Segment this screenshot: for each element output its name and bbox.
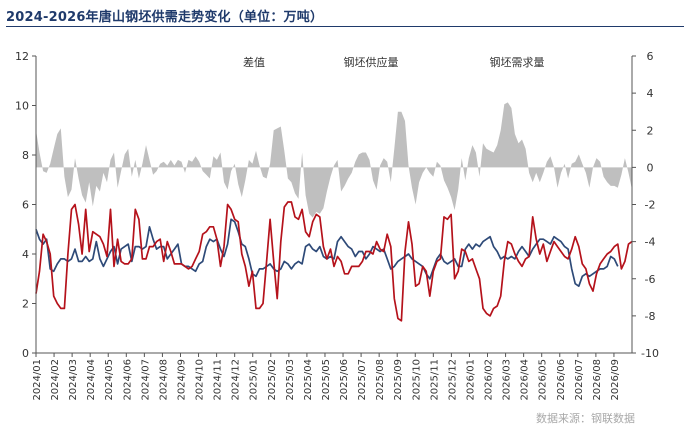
x-tick-label: 2026/01 <box>465 359 476 401</box>
x-tick-label: 2025/04 <box>303 359 314 401</box>
x-tick-label: 2026/09 <box>610 359 621 401</box>
x-tick-label: 2024/04 <box>86 359 97 401</box>
right-tick-label: 0 <box>647 161 654 174</box>
x-axis: 2024/01 2024/02 2024/03 2024/04 2024/05 2024/… <box>32 353 621 401</box>
demand-line-series <box>35 201 633 322</box>
x-tick-label: 2025/08 <box>375 359 386 401</box>
right-tick-label: -2 <box>645 199 656 212</box>
x-tick-label: 2024/02 <box>50 359 61 401</box>
difference-area-series <box>36 102 632 218</box>
x-tick-label: 2025/10 <box>411 359 422 401</box>
axes <box>35 56 633 354</box>
x-tick-label: 2026/08 <box>592 359 603 401</box>
x-tick-label: 2024/05 <box>104 359 115 401</box>
x-tick-label: 2026/06 <box>556 359 567 401</box>
legend-label: 钢坯需求量 <box>490 56 545 69</box>
x-tick-label: 2025/06 <box>339 359 350 401</box>
left-tick-label: 4 <box>22 248 29 261</box>
x-tick-label: 2025/07 <box>357 359 368 401</box>
x-tick-label: 2025/11 <box>429 359 440 401</box>
left-tick-label: 12 <box>15 50 29 63</box>
left-tick-label: 2 <box>22 298 29 311</box>
right-tick-label: -6 <box>645 273 656 286</box>
x-tick-label: 2026/02 <box>484 359 495 401</box>
x-tick-label: 2024/01 <box>32 359 43 401</box>
x-tick-label: 2026/03 <box>502 359 513 401</box>
left-tick-label: 0 <box>22 347 29 360</box>
demand-line <box>35 201 633 322</box>
x-tick-label: 2024/11 <box>213 359 224 401</box>
x-tick-label: 2025/02 <box>267 359 278 401</box>
x-tick-label: 2026/05 <box>538 359 549 401</box>
x-tick-label: 2024/09 <box>176 359 187 401</box>
x-tick-label: 2025/03 <box>285 359 296 401</box>
left-tick-label: 10 <box>15 100 29 113</box>
right-tick-label: 6 <box>647 50 654 63</box>
x-tick-label: 2025/01 <box>249 359 260 401</box>
chart-title: 2024-2026年唐山钢坯供需走势变化（单位：万吨） <box>6 10 324 25</box>
x-tick-label: 2025/05 <box>321 359 332 401</box>
left-tick-label: 6 <box>22 199 29 212</box>
right-tick-label: -4 <box>645 236 656 249</box>
x-tick-label: 2026/07 <box>574 359 585 401</box>
x-tick-label: 2024/10 <box>195 359 206 401</box>
x-tick-label: 2025/12 <box>447 359 458 401</box>
legend-label: 差值 <box>243 55 265 69</box>
legend: 差值 钢坯供应量 钢坯需求量 <box>243 55 545 69</box>
data-source-note: 数据来源：钢联数据 <box>536 412 635 425</box>
right-tick-label: 4 <box>647 87 654 100</box>
title-underline <box>6 26 684 27</box>
x-tick-label: 2025/09 <box>393 359 404 401</box>
x-tick-label: 2024/06 <box>122 359 133 401</box>
legend-label: 钢坯供应量 <box>344 55 399 69</box>
left-y-axis: 0 2 4 6 8 10 12 <box>15 50 36 360</box>
right-tick-label: 2 <box>647 124 654 137</box>
right-y-axis: -10 -8 -6 -4 -2 0 2 4 6 <box>632 50 659 360</box>
x-tick-label: 2024/08 <box>158 359 169 401</box>
x-tick-label: 2024/12 <box>231 359 242 401</box>
x-tick-label: 2024/07 <box>140 359 151 401</box>
difference-area <box>36 102 632 218</box>
x-tick-label: 2026/04 <box>520 359 531 401</box>
supply-line-series <box>35 218 619 288</box>
x-tick-label: 2024/03 <box>68 359 79 401</box>
right-tick-label: -10 <box>641 347 659 360</box>
supply-line <box>35 218 619 288</box>
left-tick-label: 8 <box>22 149 29 162</box>
right-tick-label: -8 <box>645 310 656 323</box>
